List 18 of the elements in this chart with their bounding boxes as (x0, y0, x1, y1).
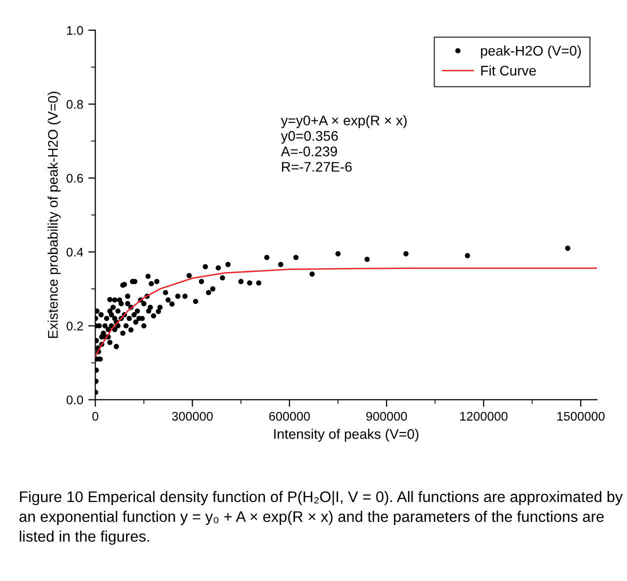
annotation: y=y0+A × exp(R × x) y0=0.356 A=-0.239 R=-7.27E-6 (280, 115, 407, 172)
y-axis-title: Existence probability of peak-H2O (V=0) (48, 92, 61, 338)
x-tick-label: 300000 (172, 412, 213, 421)
y-tick-label: 0.4 (66, 248, 84, 257)
x-axis-title: Intensity of peaks (V=0) (274, 428, 418, 442)
y-tick-label: 0.8 (66, 100, 83, 109)
legend-label: peak-H2O (V=0) (481, 45, 581, 58)
y-tick-label: 0.0 (66, 396, 84, 404)
y-tick-label: 0.6 (66, 174, 83, 183)
x-tick-label: 0 (92, 412, 98, 421)
x-tick-label: 1200000 (460, 412, 508, 421)
x-tick-label: 900000 (366, 412, 407, 421)
legend-label: Fit Curve (481, 65, 536, 76)
x-tick-label: 1500000 (557, 412, 605, 421)
x-tick-label: 600000 (269, 412, 310, 421)
y-tick-label: 0.2 (66, 322, 83, 330)
caption: Figure 10 Emperical density function of P(H₂O|I, V = 0). All functions are approximated by an exponential function y = y₀ + A × exp(R × x) and the parameters of the functions are listed in the figures. (19, 490, 623, 545)
y-tick-label: 1.0 (67, 26, 84, 35)
